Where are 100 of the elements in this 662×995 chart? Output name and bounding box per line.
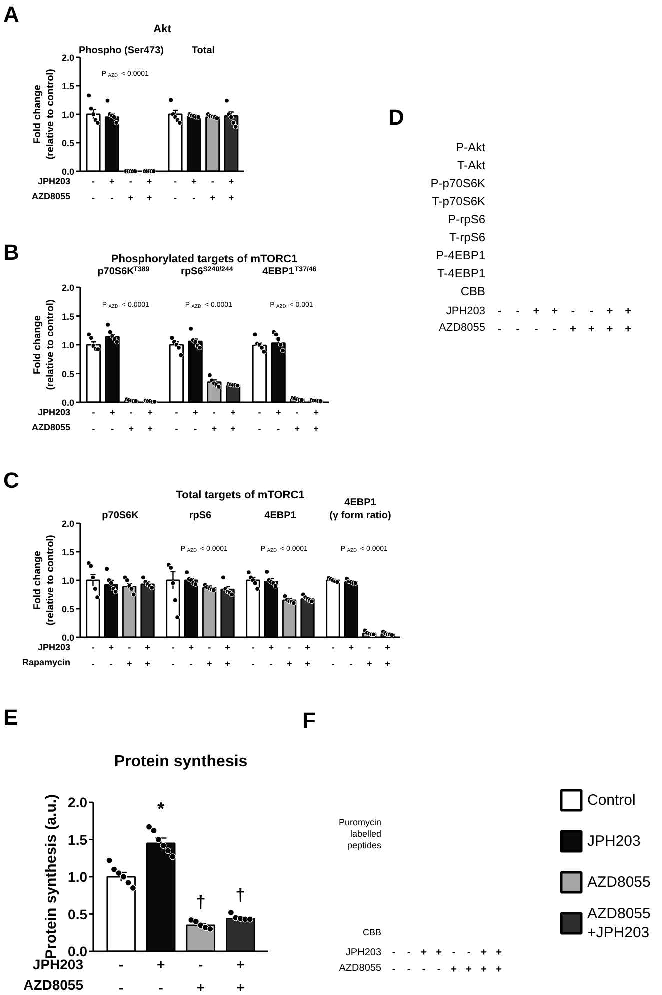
category-label: - + — [588, 306, 595, 336]
x-tick-label: - - — [119, 956, 124, 995]
text: AZD8055 — [32, 422, 71, 432]
x-tick-label: + - — [188, 642, 194, 669]
text: P-p70S6K — [430, 176, 486, 190]
y-axis-title: Fold change (relative to control) — [32, 300, 56, 390]
category-label: - - — [516, 306, 520, 336]
text: P-rpS6 — [448, 212, 486, 226]
annotation: † — [196, 892, 206, 912]
y-tick-label: 2.0 — [68, 794, 88, 810]
text: T-rpS6 — [449, 230, 486, 244]
text: JPH203 — [38, 176, 71, 186]
text: F — [302, 708, 316, 733]
text: A — [4, 2, 20, 27]
category-label: + - — [533, 306, 540, 336]
x-tick-label: - + — [126, 642, 132, 669]
legend-label: AZD8055 +JPH203 — [588, 906, 651, 942]
text: P-Akt — [456, 140, 486, 154]
y-tick-label: 2.0 — [62, 53, 75, 63]
x-tick-label: - + — [210, 176, 216, 203]
y-axis-title: Fold change (relative to control) — [32, 69, 56, 160]
y-tick-label: 0.0 — [62, 398, 75, 408]
text: JPH203 — [346, 948, 382, 958]
y-tick-label: 1.0 — [68, 869, 88, 885]
category-label: + + — [606, 306, 614, 336]
x-tick-label: + - — [108, 642, 114, 669]
x-tick-label: - + — [128, 176, 134, 203]
x-tick-label: + - — [348, 642, 354, 669]
x-tick-label: - + — [196, 956, 205, 995]
x-tick-label: - - — [92, 642, 95, 669]
text: P-4EBP1 — [436, 248, 486, 262]
text: Phosphorylated targets of mTORC1 — [111, 254, 298, 266]
text: Puromycin labelled peptides — [338, 818, 382, 851]
legend-label: JPH203 — [588, 833, 641, 850]
category-label: + + — [625, 306, 632, 336]
chart-title: Protein synthesis — [114, 754, 248, 770]
text: AZD8055 — [439, 322, 486, 334]
legend-label: AZD8055 — [588, 874, 651, 891]
category-label: - + — [570, 306, 576, 336]
x-tick-label: + - — [268, 642, 274, 669]
text: T-Akt — [458, 158, 486, 172]
y-tick-label: 0.5 — [62, 138, 75, 148]
text: D — [388, 105, 404, 130]
y-tick-label: 1.0 — [62, 576, 75, 586]
y-axis-title: Fold change (relative to control) — [32, 535, 56, 626]
y-tick-label: 2.0 — [62, 519, 75, 529]
text: JPH203 — [38, 642, 71, 652]
y-axis-title: Protein synthesis (a.u.) — [43, 794, 60, 960]
category-label: + - — [552, 306, 558, 336]
annotation: * — [158, 799, 165, 820]
x-tick-label: + + — [148, 408, 153, 434]
x-tick-label: - - — [332, 642, 335, 669]
y-tick-label: 1.0 — [62, 110, 75, 120]
x-tick-label: + + — [228, 176, 234, 203]
x-tick-label: + + — [225, 642, 230, 669]
x-tick-label: - + — [128, 408, 134, 434]
x-tick-label: + + — [236, 956, 245, 995]
y-tick-label: 1.5 — [68, 832, 88, 848]
x-tick-label: - + — [212, 408, 218, 434]
text: AZD8055 — [32, 191, 71, 202]
text: T-4EBP1 — [437, 266, 486, 280]
text: CBB — [362, 928, 382, 938]
y-tick-label: 0.5 — [68, 906, 88, 922]
chart-title: p70S6K — [102, 510, 140, 522]
chart-title: Total — [192, 46, 216, 56]
x-tick-label: + + — [305, 642, 310, 669]
y-tick-label: 0.0 — [68, 944, 88, 960]
text: Akt — [154, 24, 172, 36]
text: JPH203 — [38, 408, 71, 418]
y-tick-label: 1.0 — [62, 340, 75, 350]
chart-title: rpS6 — [189, 510, 212, 522]
y-tick-label: 1.5 — [62, 548, 75, 558]
y-tick-label: 0.5 — [62, 604, 75, 614]
chart-title: 4EBP1 — [264, 510, 297, 522]
x-tick-label: + - — [110, 176, 115, 203]
x-tick-label: + + — [230, 408, 236, 434]
x-tick-label: - + — [294, 408, 300, 434]
x-tick-label: + + — [145, 642, 150, 669]
x-tick-label: - - — [172, 642, 175, 669]
x-tick-label: - + — [366, 642, 372, 669]
x-tick-label: + - — [192, 176, 197, 203]
text: AZD8055 — [24, 976, 84, 993]
x-tick-label: + + — [314, 408, 319, 434]
text: AZD8055 — [339, 963, 382, 974]
y-tick-label: 0.0 — [62, 633, 75, 643]
annotation: † — [236, 884, 246, 905]
text: CBB — [460, 284, 486, 298]
x-tick-label: - - — [174, 176, 178, 203]
x-tick-label: - + — [286, 642, 292, 669]
x-tick-label: + + — [385, 642, 390, 669]
text: Rapamycin — [22, 657, 71, 668]
x-tick-label: + + — [146, 176, 152, 203]
text: C — [4, 468, 20, 493]
legend-label: Control — [588, 792, 636, 809]
y-tick-label: 1.5 — [62, 312, 75, 322]
x-tick-label: - - — [258, 408, 262, 434]
x-tick-label: - + — [206, 642, 212, 669]
y-tick-label: 0.5 — [62, 369, 75, 380]
x-tick-label: + - — [110, 408, 116, 434]
text: B — [4, 240, 20, 265]
